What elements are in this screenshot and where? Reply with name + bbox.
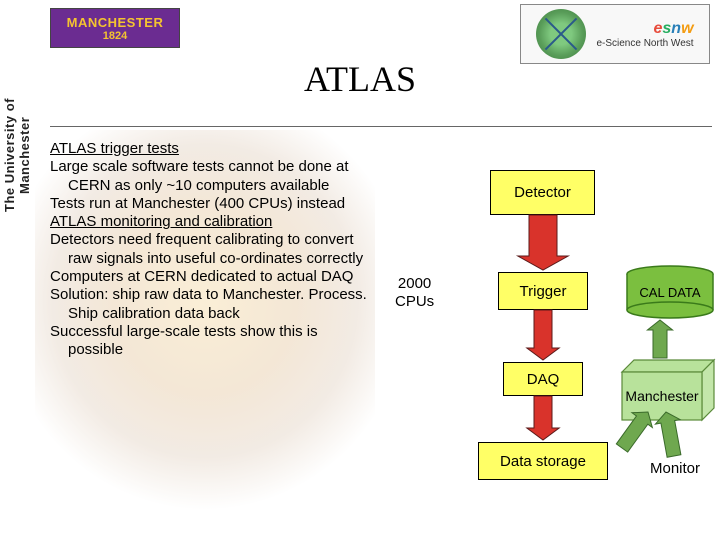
monitor-label: Monitor (650, 460, 700, 477)
para-0: ATLAS trigger tests (50, 140, 370, 158)
para-5: Computers at CERN dedicated to actual DA… (50, 268, 370, 286)
esnw-tagline: e-Science North West (596, 38, 693, 49)
manchester-logo-line1: MANCHESTER (67, 15, 164, 30)
manchester-logo: MANCHESTER 1824 (50, 8, 180, 48)
para-2: Tests run at Manchester (400 CPUs) inste… (50, 195, 370, 213)
cpu-count-line2: CPUs (395, 293, 434, 311)
para-7: Successful large-scale tests show this i… (50, 323, 370, 360)
arrow-detector-to-trigger (518, 215, 568, 270)
page-title: ATLAS (0, 58, 720, 100)
para-6: Solution: ship raw data to Manchester. P… (50, 286, 370, 323)
cpu-count-line1: 2000 (395, 275, 434, 293)
esnw-logo: esnw e-Science North West (520, 4, 710, 64)
esnw-text: esnw e-Science North West (596, 20, 693, 49)
esnw-brand: esnw (653, 20, 693, 38)
cpu-count-label: 2000 CPUs (395, 275, 434, 311)
compass-icon (536, 9, 586, 59)
arrow-manchester-to-caldata (647, 320, 672, 358)
arrow-daq-to-storage (527, 396, 559, 440)
body-text: ATLAS trigger tests Large scale software… (50, 140, 370, 360)
cylinder-caldata: CAL DATA (626, 266, 714, 318)
para-1: Large scale software tests cannot be don… (50, 158, 370, 195)
cube-manchester: Manchester (622, 360, 714, 420)
box-storage: Data storage (478, 442, 608, 480)
svg-text:CAL DATA: CAL DATA (639, 285, 700, 300)
para-3: ATLAS monitoring and calibration (50, 213, 370, 231)
para-4: Detectors need frequent calibrating to c… (50, 231, 370, 268)
box-detector: Detector (490, 170, 595, 215)
title-underline (50, 126, 712, 127)
manchester-logo-line2: 1824 (103, 30, 127, 42)
box-trigger: Trigger (498, 272, 588, 310)
arrow-trigger-to-daq (527, 310, 559, 360)
box-daq: DAQ (503, 362, 583, 396)
